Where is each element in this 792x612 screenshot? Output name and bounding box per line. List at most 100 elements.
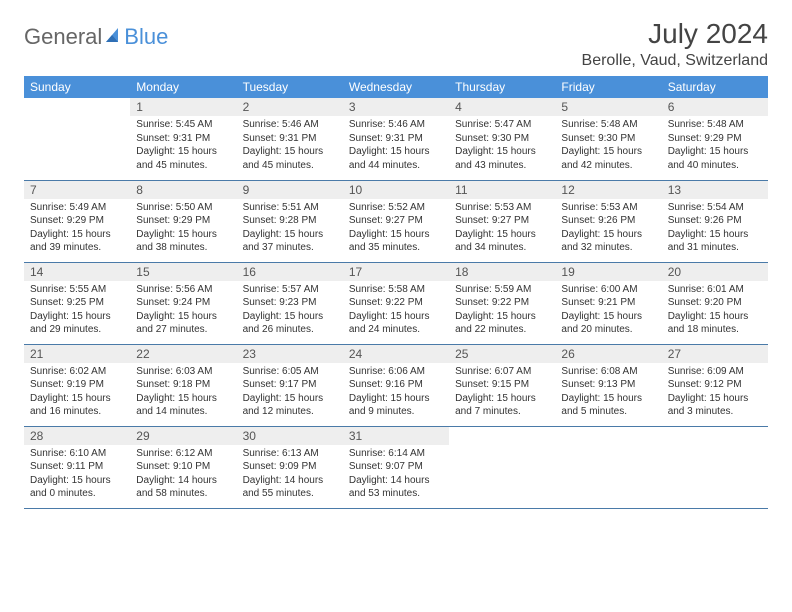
calendar-cell: 24Sunrise: 6:06 AMSunset: 9:16 PMDayligh… [343,344,449,426]
calendar-cell: 12Sunrise: 5:53 AMSunset: 9:26 PMDayligh… [555,180,661,262]
day-number: 23 [237,345,343,363]
day-number: 14 [24,263,130,281]
calendar-cell: 29Sunrise: 6:12 AMSunset: 9:10 PMDayligh… [130,426,236,508]
calendar-cell [555,426,661,508]
calendar-cell: 4Sunrise: 5:47 AMSunset: 9:30 PMDaylight… [449,98,555,180]
calendar-table: SundayMondayTuesdayWednesdayThursdayFrid… [24,76,768,509]
calendar-cell: 6Sunrise: 5:48 AMSunset: 9:29 PMDaylight… [662,98,768,180]
calendar-cell: 25Sunrise: 6:07 AMSunset: 9:15 PMDayligh… [449,344,555,426]
weekday-friday: Friday [555,76,661,98]
month-title: July 2024 [582,18,768,50]
day-number: 25 [449,345,555,363]
day-details: Sunrise: 5:59 AMSunset: 9:22 PMDaylight:… [449,281,555,341]
calendar-cell: 23Sunrise: 6:05 AMSunset: 9:17 PMDayligh… [237,344,343,426]
calendar-cell: 13Sunrise: 5:54 AMSunset: 9:26 PMDayligh… [662,180,768,262]
day-number: 10 [343,181,449,199]
calendar-cell: 22Sunrise: 6:03 AMSunset: 9:18 PMDayligh… [130,344,236,426]
day-details: Sunrise: 6:09 AMSunset: 9:12 PMDaylight:… [662,363,768,423]
day-details: Sunrise: 6:02 AMSunset: 9:19 PMDaylight:… [24,363,130,423]
calendar-week: 28Sunrise: 6:10 AMSunset: 9:11 PMDayligh… [24,426,768,508]
day-details: Sunrise: 6:08 AMSunset: 9:13 PMDaylight:… [555,363,661,423]
sail-icon [104,24,124,50]
weekday-sunday: Sunday [24,76,130,98]
brand-logo: General Blue [24,24,168,50]
weekday-saturday: Saturday [662,76,768,98]
day-details: Sunrise: 5:51 AMSunset: 9:28 PMDaylight:… [237,199,343,259]
day-number: 9 [237,181,343,199]
day-number: 18 [449,263,555,281]
calendar-cell: 3Sunrise: 5:46 AMSunset: 9:31 PMDaylight… [343,98,449,180]
calendar-week: 14Sunrise: 5:55 AMSunset: 9:25 PMDayligh… [24,262,768,344]
weekday-thursday: Thursday [449,76,555,98]
weekday-row: SundayMondayTuesdayWednesdayThursdayFrid… [24,76,768,98]
day-details: Sunrise: 5:58 AMSunset: 9:22 PMDaylight:… [343,281,449,341]
day-number: 29 [130,427,236,445]
day-details: Sunrise: 5:53 AMSunset: 9:26 PMDaylight:… [555,199,661,259]
day-details: Sunrise: 6:10 AMSunset: 9:11 PMDaylight:… [24,445,130,505]
calendar-cell: 28Sunrise: 6:10 AMSunset: 9:11 PMDayligh… [24,426,130,508]
day-details: Sunrise: 6:05 AMSunset: 9:17 PMDaylight:… [237,363,343,423]
day-number: 15 [130,263,236,281]
calendar-cell [662,426,768,508]
calendar-cell: 8Sunrise: 5:50 AMSunset: 9:29 PMDaylight… [130,180,236,262]
calendar-cell: 5Sunrise: 5:48 AMSunset: 9:30 PMDaylight… [555,98,661,180]
day-number: 22 [130,345,236,363]
day-number: 27 [662,345,768,363]
day-details: Sunrise: 5:48 AMSunset: 9:30 PMDaylight:… [555,116,661,176]
day-number: 30 [237,427,343,445]
page-header: General Blue July 2024 Berolle, Vaud, Sw… [24,18,768,70]
calendar-cell [449,426,555,508]
weekday-wednesday: Wednesday [343,76,449,98]
title-block: July 2024 Berolle, Vaud, Switzerland [582,18,768,70]
calendar-cell: 26Sunrise: 6:08 AMSunset: 9:13 PMDayligh… [555,344,661,426]
day-number: 17 [343,263,449,281]
day-number: 6 [662,98,768,116]
day-number: 26 [555,345,661,363]
day-details: Sunrise: 6:14 AMSunset: 9:07 PMDaylight:… [343,445,449,505]
day-details: Sunrise: 6:12 AMSunset: 9:10 PMDaylight:… [130,445,236,505]
day-details: Sunrise: 6:01 AMSunset: 9:20 PMDaylight:… [662,281,768,341]
weekday-monday: Monday [130,76,236,98]
brand-text-1: General [24,24,102,50]
calendar-head: SundayMondayTuesdayWednesdayThursdayFrid… [24,76,768,98]
day-number: 4 [449,98,555,116]
day-number: 11 [449,181,555,199]
day-details: Sunrise: 5:56 AMSunset: 9:24 PMDaylight:… [130,281,236,341]
day-details: Sunrise: 5:53 AMSunset: 9:27 PMDaylight:… [449,199,555,259]
calendar-cell: 2Sunrise: 5:46 AMSunset: 9:31 PMDaylight… [237,98,343,180]
day-number: 3 [343,98,449,116]
calendar-week: 21Sunrise: 6:02 AMSunset: 9:19 PMDayligh… [24,344,768,426]
day-details: Sunrise: 6:06 AMSunset: 9:16 PMDaylight:… [343,363,449,423]
calendar-week: 1Sunrise: 5:45 AMSunset: 9:31 PMDaylight… [24,98,768,180]
day-number: 5 [555,98,661,116]
day-details: Sunrise: 5:47 AMSunset: 9:30 PMDaylight:… [449,116,555,176]
day-details: Sunrise: 5:48 AMSunset: 9:29 PMDaylight:… [662,116,768,176]
calendar-cell: 1Sunrise: 5:45 AMSunset: 9:31 PMDaylight… [130,98,236,180]
calendar-body: 1Sunrise: 5:45 AMSunset: 9:31 PMDaylight… [24,98,768,508]
calendar-cell: 10Sunrise: 5:52 AMSunset: 9:27 PMDayligh… [343,180,449,262]
day-number: 8 [130,181,236,199]
day-details: Sunrise: 6:13 AMSunset: 9:09 PMDaylight:… [237,445,343,505]
calendar-week: 7Sunrise: 5:49 AMSunset: 9:29 PMDaylight… [24,180,768,262]
calendar-cell: 18Sunrise: 5:59 AMSunset: 9:22 PMDayligh… [449,262,555,344]
day-number: 20 [662,263,768,281]
calendar-cell: 19Sunrise: 6:00 AMSunset: 9:21 PMDayligh… [555,262,661,344]
calendar-cell: 21Sunrise: 6:02 AMSunset: 9:19 PMDayligh… [24,344,130,426]
day-number: 1 [130,98,236,116]
day-number: 16 [237,263,343,281]
calendar-cell: 7Sunrise: 5:49 AMSunset: 9:29 PMDaylight… [24,180,130,262]
day-number: 21 [24,345,130,363]
day-number: 31 [343,427,449,445]
day-details: Sunrise: 5:55 AMSunset: 9:25 PMDaylight:… [24,281,130,341]
calendar-cell: 16Sunrise: 5:57 AMSunset: 9:23 PMDayligh… [237,262,343,344]
calendar-cell: 14Sunrise: 5:55 AMSunset: 9:25 PMDayligh… [24,262,130,344]
calendar-cell: 31Sunrise: 6:14 AMSunset: 9:07 PMDayligh… [343,426,449,508]
day-details: Sunrise: 5:46 AMSunset: 9:31 PMDaylight:… [343,116,449,176]
day-number: 19 [555,263,661,281]
brand-text-2: Blue [124,24,168,50]
day-number: 13 [662,181,768,199]
day-details: Sunrise: 5:54 AMSunset: 9:26 PMDaylight:… [662,199,768,259]
calendar-cell [24,98,130,180]
day-details: Sunrise: 5:52 AMSunset: 9:27 PMDaylight:… [343,199,449,259]
day-details: Sunrise: 5:49 AMSunset: 9:29 PMDaylight:… [24,199,130,259]
